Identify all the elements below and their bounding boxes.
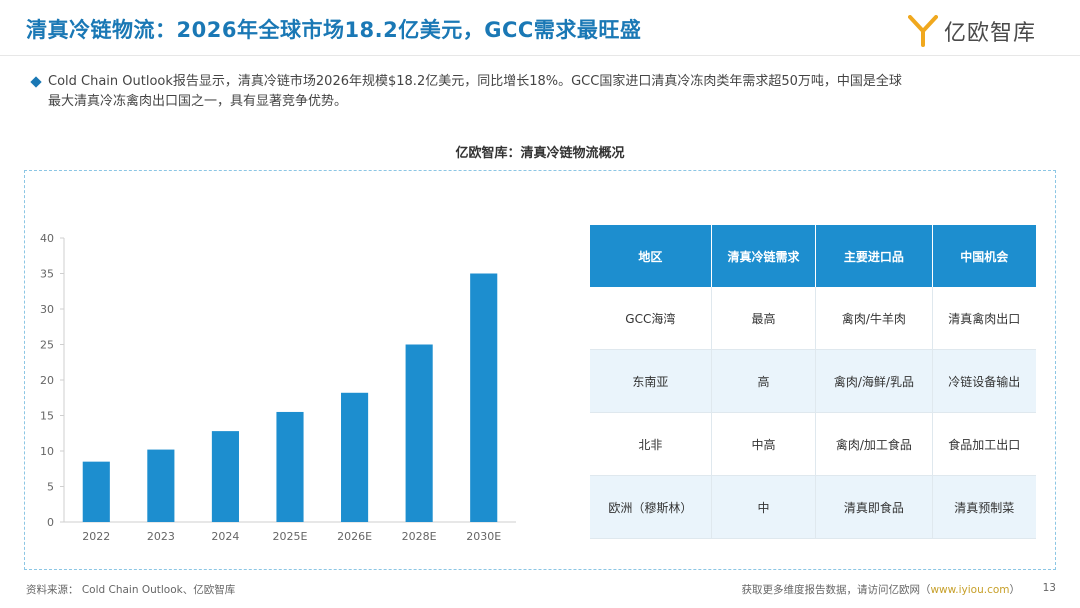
table-cell: 中: [711, 475, 817, 539]
x-tick-label: 2024: [211, 530, 239, 543]
y-tick-label: 30: [40, 303, 54, 316]
summary-line-2: 最大清真冷冻禽肉出口国之一，具有显著竞争优势。: [48, 94, 348, 109]
table-cell: 高: [711, 349, 817, 413]
y-tick-label: 0: [47, 516, 54, 529]
x-tick-label: 2028E: [402, 530, 437, 543]
table-cell: 北非: [590, 412, 712, 476]
table-cell: 中高: [711, 412, 817, 476]
brand-logo: 亿欧智库: [907, 14, 1036, 48]
region-table-container: 地区 清真冷链需求 主要进口品 中国机会 GCC海湾 最高 禽肉/牛羊肉 清真禽…: [590, 225, 1036, 539]
col-header-region: 地区: [590, 225, 712, 287]
bar-2024: [211, 431, 239, 522]
y-tick-label: 25: [40, 339, 54, 352]
x-tick-label: 2025E: [273, 530, 308, 543]
col-header-imports: 主要进口品: [815, 225, 933, 287]
summary-bullet: Cold Chain Outlook报告显示，清真冷链市场2026年规模$18.…: [30, 72, 1052, 112]
bar-2022: [82, 461, 110, 522]
table-row: 东南亚 高 禽肉/海鲜/乳品 冷链设备输出: [590, 349, 1036, 413]
x-tick-label: 2026E: [337, 530, 372, 543]
y-tick-label: 5: [47, 481, 54, 494]
table-cell: 清真即食品: [815, 475, 933, 539]
y-tick-label: 20: [40, 374, 54, 387]
table-cell: 冷链设备输出: [932, 349, 1036, 413]
bar-2025E: [276, 411, 304, 522]
table-cell: 禽肉/加工食品: [815, 412, 933, 476]
x-tick-label: 2023: [147, 530, 175, 543]
y-tick-label: 40: [40, 232, 54, 245]
bar-2026E: [341, 392, 369, 522]
x-tick-label: 2030E: [466, 530, 501, 543]
y-tick-label: 15: [40, 410, 54, 423]
footer-more-text: 获取更多维度报告数据，请访问亿欧网（: [741, 584, 931, 596]
table-cell: 食品加工出口: [932, 412, 1036, 476]
bar-2028E: [405, 344, 433, 522]
table-cell: 最高: [711, 287, 817, 350]
y-tick-label: 35: [40, 268, 54, 281]
region-table: 地区 清真冷链需求 主要进口品 中国机会 GCC海湾 最高 禽肉/牛羊肉 清真禽…: [590, 225, 1036, 539]
table-cell: 欧洲（穆斯林）: [590, 475, 712, 539]
table-cell: 清真禽肉出口: [932, 287, 1036, 350]
page-title: 清真冷链物流：2026年全球市场18.2亿美元，GCC需求最旺盛: [26, 18, 642, 42]
y-tick-label: 10: [40, 445, 54, 458]
section-title: 亿欧智库：清真冷链物流概况: [455, 146, 625, 161]
table-cell: 东南亚: [590, 349, 712, 413]
content-panel: [24, 170, 1056, 570]
bar-2030E: [470, 273, 498, 522]
col-header-opportunity: 中国机会: [932, 225, 1036, 287]
table-row: 欧洲（穆斯林） 中 清真即食品 清真预制菜: [590, 475, 1036, 539]
bar-2023: [147, 449, 175, 522]
market-size-bar-chart: 0 5 10 15 20 25 30 35 40 2022 2023 2024 2025E 2026E 20…: [40, 232, 516, 543]
table-header-row: 地区 清真冷链需求 主要进口品 中国机会: [590, 225, 1036, 287]
summary-line-1: Cold Chain Outlook报告显示，清真冷链市场2026年规模$18.…: [48, 74, 902, 89]
footer-link-text: 获取更多维度报告数据，请访问亿欧网（www.iyiou.com）: [741, 582, 1020, 597]
table-cell: GCC海湾: [590, 287, 712, 350]
footer-url-link[interactable]: www.iyiou.com: [930, 584, 1010, 596]
source-note: 资料来源： Cold Chain Outlook、亿欧智库: [26, 584, 236, 596]
table-row: 北非 中高 禽肉/加工食品 食品加工出口: [590, 412, 1036, 476]
logo-y-icon: [907, 15, 938, 47]
table-cell: 禽肉/牛羊肉: [815, 287, 933, 350]
logo-text: 亿欧智库: [943, 21, 1036, 46]
x-tick-label: 2022: [82, 530, 110, 543]
header-divider: [0, 55, 1080, 56]
page-number: 13: [1042, 582, 1056, 594]
col-header-demand: 清真冷链需求: [711, 225, 817, 287]
footer-more-tail: ）: [1009, 584, 1021, 596]
table-cell: 禽肉/海鲜/乳品: [815, 349, 933, 413]
table-cell: 清真预制菜: [932, 475, 1036, 539]
table-row: GCC海湾 最高 禽肉/牛羊肉 清真禽肉出口: [590, 287, 1036, 350]
